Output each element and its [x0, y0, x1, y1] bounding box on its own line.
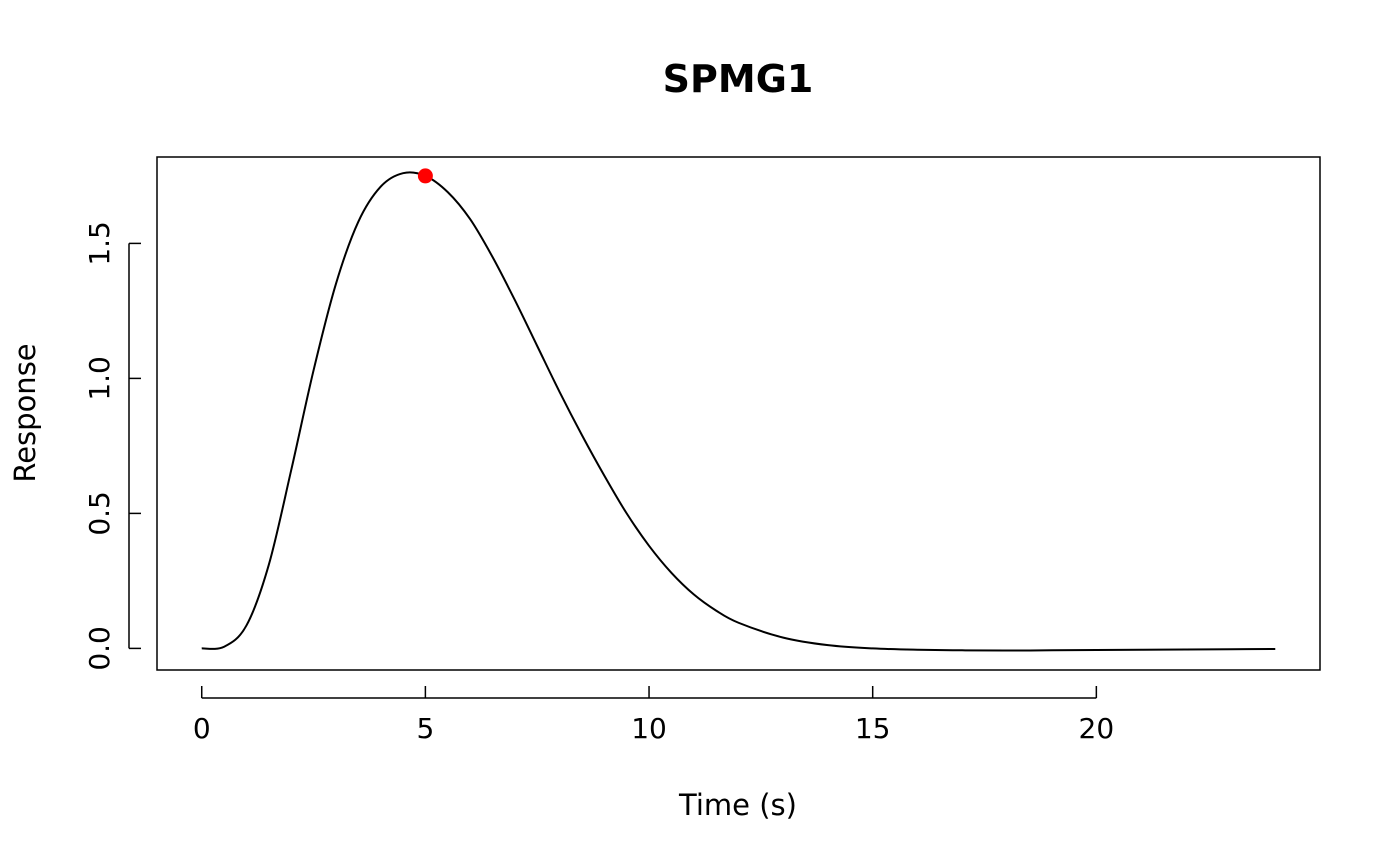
plot-frame [156, 156, 1321, 671]
chart-title: SPMG1 [663, 57, 814, 101]
x-tick-label: 10 [631, 712, 667, 745]
x-tick-label: 5 [416, 712, 434, 745]
x-tick-label: 15 [855, 712, 891, 745]
y-tick-label: 0.5 [83, 491, 116, 536]
y-tick-label: 0.0 [83, 626, 116, 671]
points-layer [417, 168, 433, 184]
x-axis: 0 5 10 15 20 [193, 686, 1114, 745]
x-tick-label: 20 [1079, 712, 1115, 745]
hrf-response-curve [201, 171, 1276, 652]
peak-point [417, 168, 433, 184]
x-tick-label: 0 [193, 712, 211, 745]
y-tick-label: 1.0 [83, 356, 116, 401]
y-axis: 0.0 0.5 1.0 1.5 [83, 221, 141, 671]
y-tick-label: 1.5 [83, 221, 116, 266]
y-axis-label: Response [8, 343, 42, 482]
series-layer [201, 171, 1276, 652]
x-axis-label: Time (s) [678, 788, 797, 822]
